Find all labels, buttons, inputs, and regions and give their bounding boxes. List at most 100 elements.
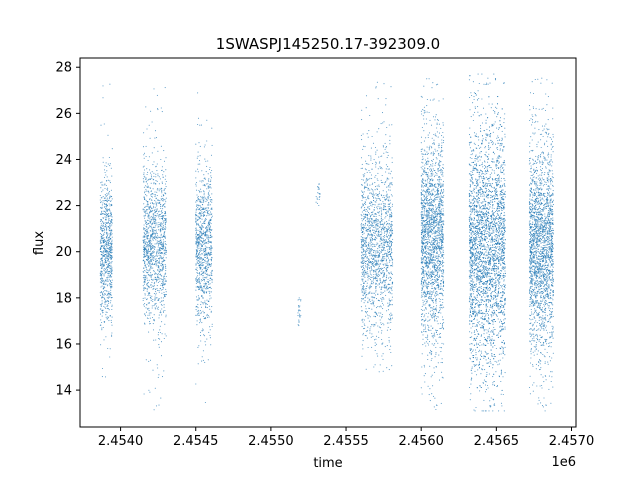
data-point	[202, 259, 204, 261]
data-point	[106, 192, 108, 194]
data-point	[145, 185, 147, 187]
data-point	[144, 279, 146, 281]
data-point	[384, 208, 386, 210]
data-point	[208, 283, 210, 286]
data-point	[386, 258, 388, 260]
data-point	[150, 227, 152, 229]
data-point	[204, 271, 206, 273]
data-point	[365, 260, 367, 262]
data-point	[365, 271, 367, 273]
data-point	[161, 308, 163, 310]
data-point	[378, 186, 380, 188]
data-point	[161, 212, 163, 214]
data-point	[371, 237, 374, 239]
data-point	[161, 280, 163, 283]
data-point	[196, 239, 198, 241]
data-point	[142, 209, 144, 211]
data-point	[210, 287, 212, 290]
data-point	[147, 222, 149, 224]
data-point	[206, 209, 208, 211]
data-point	[143, 269, 145, 272]
data-point	[374, 294, 377, 296]
data-point	[211, 281, 213, 283]
data-point	[106, 229, 108, 231]
data-point	[382, 272, 384, 274]
data-point	[374, 256, 376, 258]
data-point	[143, 154, 145, 156]
data-point	[160, 264, 162, 266]
data-point	[196, 259, 198, 261]
data-point	[379, 280, 382, 282]
data-point	[439, 226, 441, 228]
data-point	[376, 262, 378, 264]
data-point	[149, 178, 152, 181]
data-point	[196, 324, 198, 326]
data-point	[422, 227, 424, 229]
data-point	[202, 212, 204, 214]
data-point	[378, 184, 380, 186]
data-point	[206, 236, 208, 238]
data-point	[156, 210, 158, 212]
data-point	[144, 293, 146, 295]
data-point	[149, 264, 151, 266]
data-point	[210, 177, 212, 179]
data-point	[429, 193, 431, 195]
data-point	[106, 199, 108, 201]
data-point	[156, 202, 158, 204]
data-point	[369, 286, 371, 288]
data-point	[425, 191, 427, 193]
data-point	[161, 282, 163, 284]
data-point	[384, 217, 386, 219]
data-point	[156, 191, 158, 193]
data-point	[106, 228, 108, 230]
data-point	[368, 278, 370, 280]
data-point	[209, 291, 211, 293]
data-point	[368, 205, 370, 208]
data-point	[205, 227, 207, 229]
data-point	[391, 293, 393, 295]
data-point	[152, 239, 154, 241]
data-point	[149, 211, 151, 213]
data-point	[380, 209, 382, 211]
data-point	[379, 270, 381, 272]
data-point	[374, 252, 376, 254]
data-point	[100, 206, 102, 209]
data-point	[439, 310, 441, 312]
data-point	[198, 281, 200, 283]
data-point	[148, 302, 151, 304]
data-point	[386, 195, 388, 197]
data-point	[442, 124, 444, 126]
data-point	[363, 253, 365, 255]
data-point	[198, 289, 200, 291]
data-point	[373, 273, 375, 276]
data-point	[362, 318, 364, 320]
data-point	[207, 237, 209, 239]
data-point	[157, 298, 160, 300]
data-point	[390, 351, 392, 354]
data-point	[149, 261, 151, 263]
data-point	[165, 291, 167, 293]
data-point	[374, 146, 377, 149]
data-point	[152, 270, 154, 272]
data-point	[164, 237, 166, 239]
data-point	[104, 183, 106, 185]
data-point	[381, 313, 383, 316]
data-point	[100, 225, 102, 227]
data-point	[383, 205, 385, 207]
data-point	[384, 205, 386, 207]
data-point	[107, 264, 109, 266]
data-point	[111, 269, 113, 271]
data-point	[105, 213, 107, 216]
data-point	[374, 364, 376, 366]
data-point	[156, 279, 158, 281]
data-point	[108, 265, 111, 267]
data-point	[105, 195, 107, 197]
data-point	[365, 290, 367, 292]
data-point	[420, 279, 422, 281]
data-point	[380, 231, 382, 233]
data-point	[157, 199, 159, 201]
data-point	[103, 123, 105, 125]
data-point	[210, 244, 212, 247]
data-point	[206, 257, 208, 259]
data-point	[153, 229, 155, 232]
